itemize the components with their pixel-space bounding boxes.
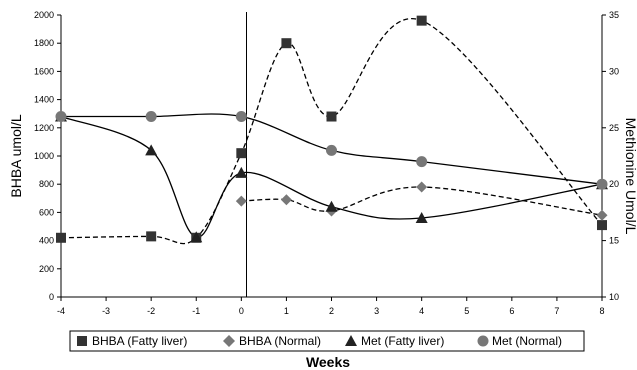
left-axis-tick-label: 200 (39, 264, 54, 274)
legend-box (69, 330, 585, 352)
legend-marker-bhba-normal (223, 335, 235, 347)
right-axis-tick-label: 20 (609, 179, 619, 189)
x-axis-tick-label: 3 (374, 306, 379, 316)
x-axis-tick-label: -4 (57, 306, 65, 316)
left-axis-tick-label: 1400 (34, 95, 54, 105)
legend-label-bhba-normal: BHBA (Normal) (239, 334, 321, 348)
x-axis-tick-label: 4 (419, 306, 424, 316)
data-point-bhba-normal (596, 209, 608, 221)
series-line-bhba-normal (241, 186, 603, 216)
left-axis-tick-label: 1200 (34, 123, 54, 133)
data-point-bhba-fatty-liver (281, 38, 292, 49)
right-axis-tick-label: 35 (609, 10, 619, 20)
x-axis-tick-label: -1 (192, 306, 200, 316)
data-point-bhba-fatty-liver (416, 15, 427, 26)
left-axis-title: BHBA umol/L (8, 114, 24, 197)
series-markers (55, 15, 608, 243)
data-point-bhba-fatty-liver (597, 220, 607, 231)
data-point-bhba-fatty-liver (56, 232, 66, 243)
data-point-met-fatty-liver (325, 200, 338, 212)
legend-marker-met-fatty-liver (345, 335, 357, 346)
left-axis: 0 200 400 600 800 1000 1200 1400 1600 1800 2000 (34, 10, 61, 302)
x-axis-tick-label: 0 (239, 306, 244, 316)
x-axis-title: Weeks (306, 354, 350, 370)
x-axis-tick-label: 6 (509, 306, 514, 316)
data-point-met-fatty-liver (190, 231, 203, 243)
data-point-met-fatty-liver (235, 166, 248, 178)
left-axis-tick-label: 0 (49, 292, 54, 302)
data-point-met-normal (326, 144, 337, 156)
legend-label-met-normal: Met (Normal) (492, 334, 562, 348)
data-point-met-fatty-liver (145, 144, 158, 156)
data-point-met-normal (235, 111, 247, 123)
right-axis-tick-label: 15 (609, 236, 619, 246)
right-axis-tick-label: 30 (609, 66, 619, 76)
right-axis: 10 15 20 25 30 35 (602, 10, 619, 302)
x-axis-tick-label: 7 (554, 306, 559, 316)
legend: BHBA (Fatty liver) BHBA (Normal) Met (Fa… (69, 330, 585, 352)
data-point-bhba-normal (280, 194, 292, 206)
data-point-bhba-fatty-liver (146, 231, 157, 242)
legend-label-met-fatty-liver: Met (Fatty liver) (361, 334, 444, 348)
right-axis-tick-label: 25 (609, 123, 619, 133)
left-axis-tick-label: 400 (39, 236, 54, 246)
x-axis-tick-label: 8 (599, 306, 604, 316)
left-axis-tick-label: 600 (39, 207, 54, 217)
left-axis-tick-label: 2000 (34, 10, 54, 20)
legend-label-bhba-fatty-liver: BHBA (Fatty liver) (92, 334, 187, 348)
x-axis-tick-label: -2 (147, 306, 155, 316)
x-axis-tick-label: 2 (329, 306, 334, 316)
data-point-met-normal (596, 178, 608, 190)
legend-marker-met-normal (477, 335, 489, 347)
x-axis-tick-label: 5 (464, 306, 469, 316)
x-axis-tick-label: 1 (284, 306, 289, 316)
plot-frame (60, 15, 603, 298)
data-point-met-normal (55, 111, 67, 123)
data-point-bhba-fatty-liver (326, 111, 337, 122)
x-axis: -4 -3 -2 -1 0 1 2 3 4 5 6 7 8 (57, 297, 605, 316)
legend-marker-bhba-fatty-liver (77, 336, 87, 346)
data-point-met-fatty-liver (415, 212, 428, 224)
x-axis-tick-label: -3 (102, 306, 110, 316)
right-axis-title: Methionine Umol/L (623, 118, 637, 235)
left-axis-tick-label: 800 (39, 179, 54, 189)
series-line-met-fatty-liver (60, 115, 603, 238)
data-point-bhba-normal (416, 181, 428, 193)
data-point-met-normal (416, 156, 428, 168)
right-axis-tick-label: 10 (609, 292, 619, 302)
left-axis-tick-label: 1000 (34, 151, 54, 161)
left-axis-tick-label: 1800 (34, 38, 54, 48)
data-point-bhba-fatty-liver (236, 148, 247, 159)
data-point-met-normal (145, 111, 157, 123)
left-axis-tick-label: 1600 (34, 66, 54, 76)
data-point-bhba-normal (235, 195, 247, 207)
